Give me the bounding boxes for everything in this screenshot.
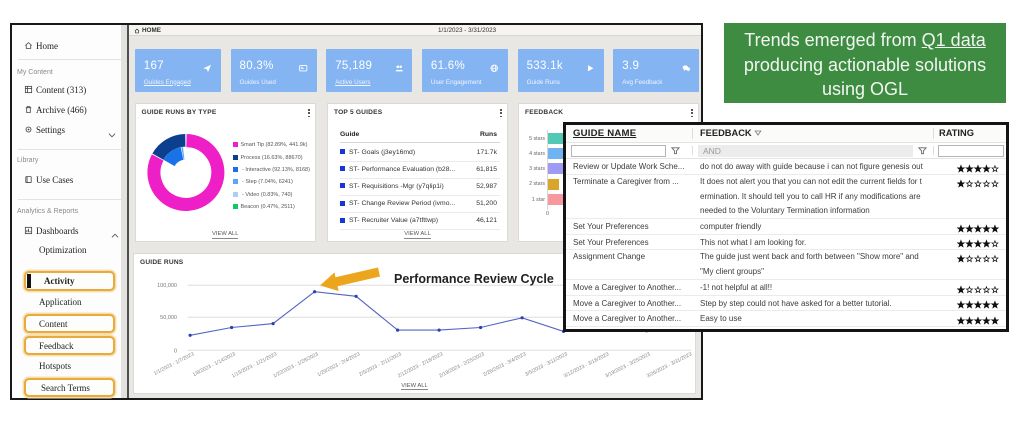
svg-text:3/26/2023 - 3/31/2023: 3/26/2023 - 3/31/2023 (646, 351, 693, 379)
svg-text:1/22/2023 - 1/28/2023: 1/22/2023 - 1/28/2023 (272, 351, 319, 379)
svg-text:2/26/2023 - 3/4/2023: 2/26/2023 - 3/4/2023 (482, 351, 527, 378)
svg-text:1/29/2023 - 2/4/2023: 1/29/2023 - 2/4/2023 (316, 351, 361, 378)
svg-text:50,000: 50,000 (160, 315, 177, 321)
svg-text:3/12/2023 - 3/18/2023: 3/12/2023 - 3/18/2023 (563, 351, 610, 379)
svg-text:3/19/2023 - 3/25/2023: 3/19/2023 - 3/25/2023 (604, 351, 651, 379)
svg-text:1/1/2023 - 1/7/2023: 1/1/2023 - 1/7/2023 (153, 351, 195, 376)
svg-text:1/15/2023 - 1/21/2023: 1/15/2023 - 1/21/2023 (231, 351, 278, 379)
svg-text:2/12/2023 - 2/18/2023: 2/12/2023 - 2/18/2023 (397, 351, 444, 379)
svg-text:100,000: 100,000 (157, 283, 177, 289)
svg-text:2/19/2023 - 2/25/2023: 2/19/2023 - 2/25/2023 (438, 351, 485, 379)
svg-text:0: 0 (174, 348, 177, 354)
